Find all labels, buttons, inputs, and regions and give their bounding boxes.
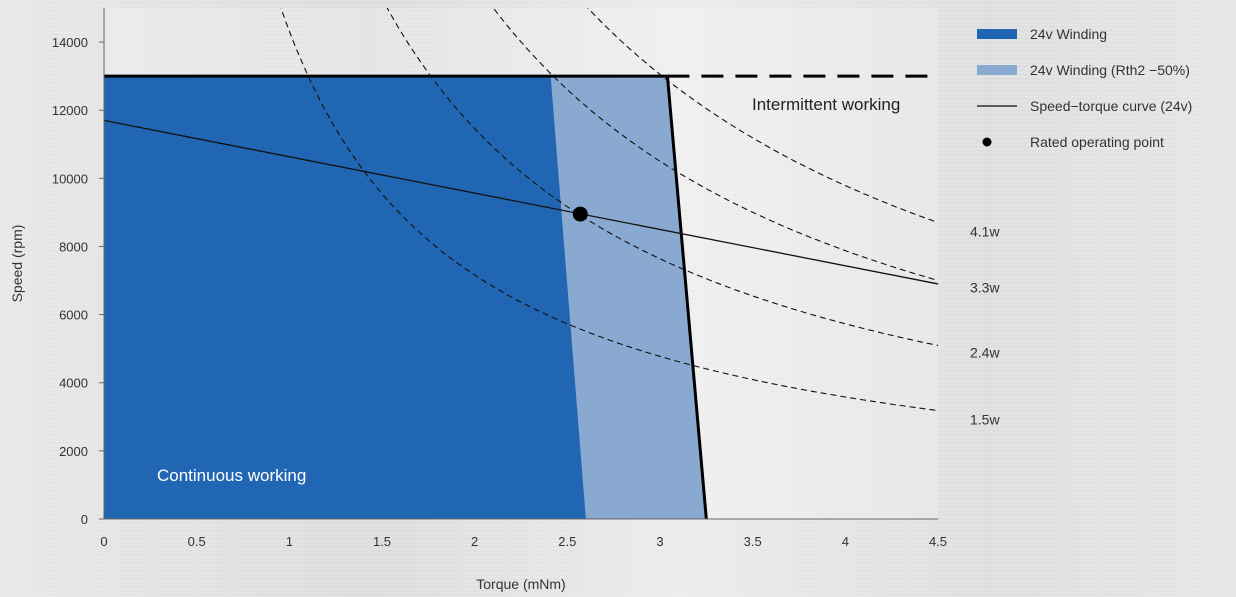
x-tick-label: 4 (842, 534, 849, 549)
legend-item: 24v Winding (977, 26, 1107, 42)
legend-item: Speed−torque curve (24v) (977, 98, 1192, 114)
intermittent-working-label: Intermittent working (752, 95, 900, 114)
legend-item: Rated operating point (982, 134, 1164, 150)
legend-label: 24v Winding (1030, 26, 1107, 42)
legend-item: 24v Winding (Rth2 −50%) (977, 62, 1190, 78)
power-curve-1.5w (280, 8, 938, 412)
power-label-4.1w: 4.1w (970, 224, 1000, 240)
speed-torque-line (103, 119, 939, 285)
rated-operating-point (572, 206, 588, 222)
y-tick-label: 8000 (59, 239, 88, 254)
y-tick-label: 4000 (59, 376, 88, 391)
legend-label: 24v Winding (Rth2 −50%) (1030, 62, 1190, 78)
legend-label: Rated operating point (1030, 134, 1164, 150)
legend-dot (982, 137, 992, 147)
x-tick-label: 4.5 (929, 534, 947, 549)
x-axis-label: Torque (mNm) (476, 576, 565, 592)
x-tick-label: 2 (471, 534, 478, 549)
y-tick-label: 12000 (52, 103, 88, 118)
y-tick-label: 6000 (59, 308, 88, 323)
y-tick-label: 14000 (52, 35, 88, 50)
x-tick-label: 1.5 (373, 534, 391, 549)
legend-swatch (977, 29, 1017, 39)
power-label-3.3w: 3.3w (970, 279, 1000, 295)
legend-label: Speed−torque curve (24v) (1030, 98, 1192, 114)
x-tick-label: 3.5 (744, 534, 762, 549)
x-tick-label: 2.5 (558, 534, 576, 549)
y-tick-label: 0 (81, 512, 88, 527)
y-tick-label: 2000 (59, 444, 88, 459)
continuous-working-label: Continuous working (157, 466, 306, 485)
region-boundary-line (665, 76, 708, 520)
power-curve-2.4w (386, 8, 938, 347)
power-curves (280, 8, 938, 412)
legend-swatch (977, 65, 1017, 75)
power-curve-3.3w (492, 8, 938, 281)
x-tick-label: 3 (656, 534, 663, 549)
y-axis-label: Speed (rpm) (9, 225, 25, 303)
x-tick-label: 1 (286, 534, 293, 549)
x-tick-label: 0 (100, 534, 107, 549)
power-curve-4.1w (587, 8, 938, 224)
x-tick-label: 0.5 (188, 534, 206, 549)
y-tick-label: 10000 (52, 171, 88, 186)
power-label-1.5w: 1.5w (970, 412, 1000, 428)
power-label-2.4w: 2.4w (970, 344, 1000, 360)
continuous-region (104, 76, 586, 519)
